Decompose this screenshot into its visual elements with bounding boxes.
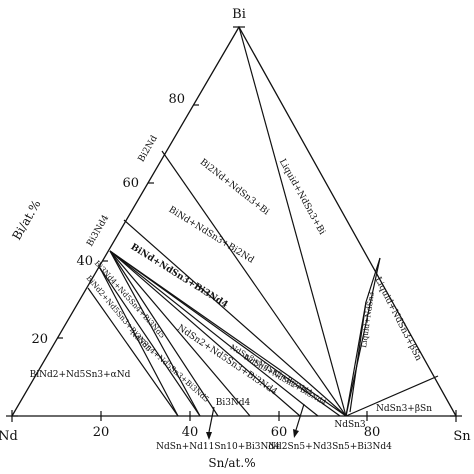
tie-bind2-nd5sn3: [87, 287, 179, 417]
arrowhead-nd2sn5: [293, 429, 299, 438]
compound-bi3nd4: Bi3Nd4: [85, 213, 111, 248]
region-bind2-nd5sn3-alphand: BiNd2+Nd5Sn3+αNd: [30, 370, 131, 380]
sn-tick-20: 20: [93, 425, 110, 440]
sn-tick-60: 60: [271, 425, 288, 440]
region-ndsn-nd11sn10-bi3nd4: NdSn+Nd11Sn10+Bi3Nd4: [156, 442, 280, 452]
tie-bi3nd4-nd5sn4: [109, 250, 201, 417]
bi-tick-20: 20: [31, 332, 48, 347]
arrowhead-ndsn: [206, 432, 212, 440]
arrow-nd2sn5-region: [295, 403, 305, 431]
region-liquid-ndsn3-betasn: Liquid+NdSn3+βSn: [372, 276, 423, 363]
region-bind-ndsn3-bi2nd: BiNd+NdSn3+Bi2Nd: [167, 205, 256, 266]
sn-axis-title: Sn/at.%: [208, 456, 255, 470]
sn-tick-80: 80: [364, 425, 381, 440]
region-liquid-ndsn3-bi: Liquid+NdSn3+Bi: [277, 157, 327, 236]
region-nd2sn5-nd3sn5-bi3nd4: Nd2Sn5+Nd3Sn5+Bi3Nd4: [268, 442, 392, 452]
tie-bi3nd5-nd5sn4: [99, 267, 201, 417]
vertex-nd-label: Nd: [0, 429, 18, 444]
tie-ndsn3-betasn: [345, 375, 439, 417]
tie-ndsn3-liquid1: [345, 257, 381, 417]
bi-tick-40: 40: [76, 254, 93, 269]
bi-tick-80: 80: [168, 92, 185, 107]
bi-tick-60: 60: [122, 176, 139, 191]
region-liquid-ndsn3: Liquid+NdSn3: [359, 291, 376, 349]
tie-ndsn3-bi2nd: [161, 150, 347, 417]
sn-tick-40: 40: [182, 425, 199, 440]
compound-bi2nd: Bi2Nd: [137, 134, 160, 164]
tie-bi3nd4-ndsn: [109, 250, 251, 417]
tie-ndsn3-bi: [238, 26, 347, 417]
compound-ndsn3: NdSn3: [334, 420, 366, 430]
liquidus-curve: [349, 257, 381, 413]
vertex-bi-label: Bi: [232, 7, 246, 22]
tie-bi3nd4-nd2sn5: [109, 250, 319, 417]
region-ndsn3-betasn: NdSn3+βSn: [376, 404, 432, 414]
triangle-frame: [10, 25, 458, 417]
tie-bi3nd4-nd3sn5: [109, 250, 301, 417]
bi-axis-title: Bi/at.%: [9, 197, 43, 242]
region-bi3nd4-small: Bi3Nd4: [216, 398, 251, 408]
tie-bi3nd5-nd5sn3: [99, 267, 179, 417]
vertex-sn-label: Sn: [453, 429, 471, 444]
region-bi2nd-ndsn3-bi: Bi2Nd+NdSn3+Bi: [198, 157, 271, 217]
arrow-ndsn-region: [208, 406, 215, 433]
tie-bi3nd4-nd11sn10: [109, 250, 219, 417]
tie-bi3nd4-ndsn2: [109, 250, 341, 417]
tie-ndsn3-bind: [123, 219, 347, 417]
